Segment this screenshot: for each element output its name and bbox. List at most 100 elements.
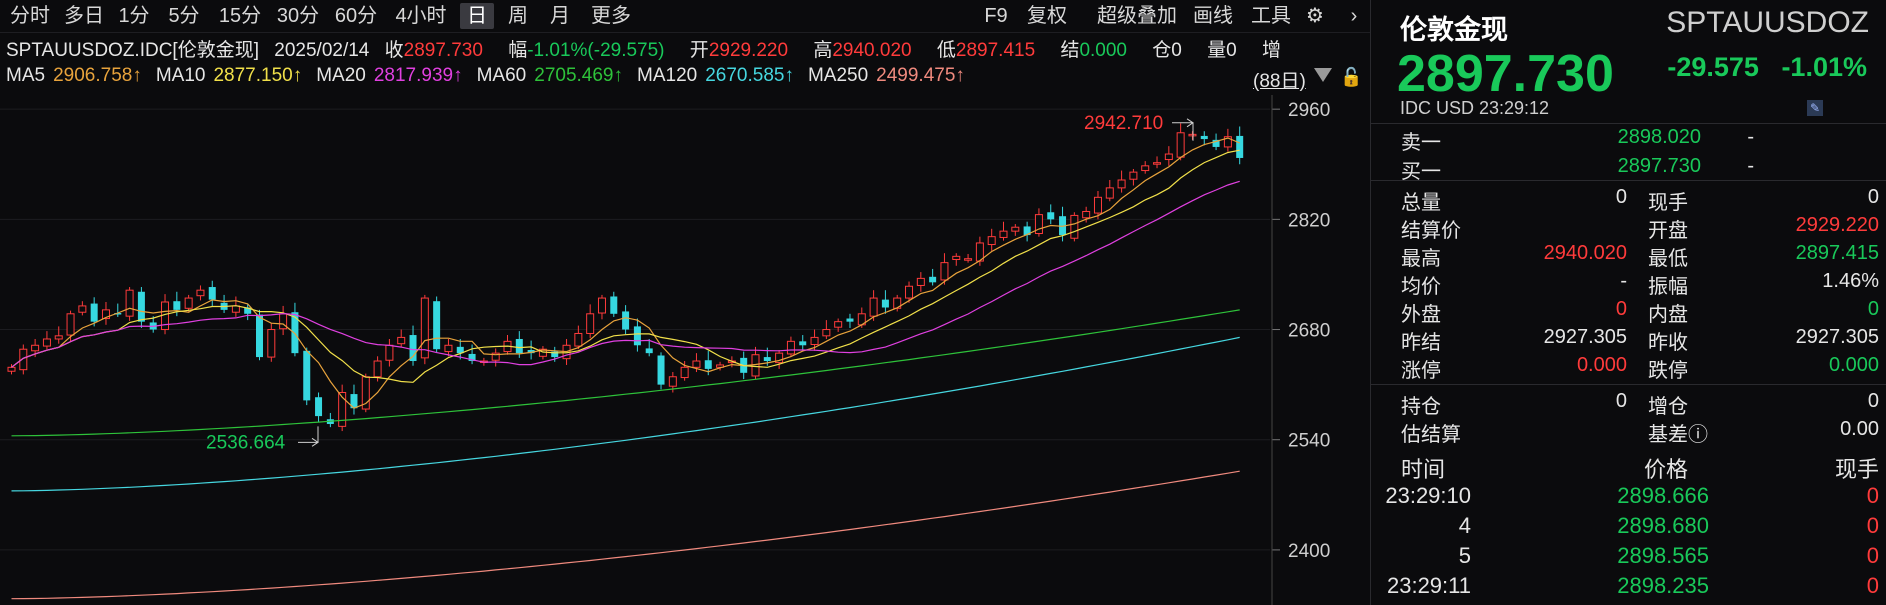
tool-3[interactable]: 画线: [1193, 5, 1233, 27]
candle: [291, 302, 299, 357]
days-selector[interactable]: (88日): [1253, 71, 1306, 92]
tool-0[interactable]: F9: [984, 5, 1008, 27]
tool-1[interactable]: 复权: [1027, 5, 1067, 27]
candle: [137, 287, 145, 328]
low-arrow: [298, 426, 319, 447]
stat-value: 0: [1615, 390, 1627, 412]
stat-row: 均价 - 振幅 1.46%: [1371, 270, 1886, 298]
period-3[interactable]: 5分: [168, 5, 200, 27]
gear-icon[interactable]: ⚙: [1306, 5, 1324, 27]
candle: [680, 361, 689, 381]
ma-label: MA10: [155, 65, 206, 86]
stat-value: 0: [1615, 186, 1627, 208]
ma-label: MA60: [476, 65, 527, 86]
stat-label: 开盘: [1648, 220, 1688, 242]
candle: [1034, 208, 1043, 237]
period-7[interactable]: 4小时: [395, 5, 447, 27]
candle: [1070, 212, 1079, 242]
trade-time: 5: [1458, 543, 1471, 568]
high-label: 高: [813, 40, 833, 61]
stat-label: 外盘: [1401, 304, 1441, 326]
stat-label: 结算价: [1401, 220, 1461, 242]
period-4[interactable]: 15分: [218, 5, 262, 27]
candle: [361, 373, 370, 413]
chevron-right-icon[interactable]: ›: [1350, 5, 1358, 27]
days-dropdown-icon[interactable]: [1314, 68, 1332, 82]
period-0[interactable]: 分时: [10, 5, 50, 27]
ma-value: 2906.758↑: [53, 65, 142, 86]
stat-value: 1.46%: [1822, 270, 1879, 292]
bidask-vol: -: [1747, 126, 1754, 148]
inc-label: 增: [1262, 40, 1282, 61]
trade-price: 2898.666: [1617, 483, 1709, 508]
date-label: 2025/02/14: [274, 40, 370, 61]
stat-label: 内盘: [1648, 304, 1688, 326]
period-6[interactable]: 60分: [334, 5, 378, 27]
tool-2[interactable]: 超级叠加: [1097, 5, 1177, 27]
instrument-code: SPTAUUSDOZ: [1666, 6, 1869, 39]
tool-4[interactable]: 工具: [1251, 5, 1291, 27]
symbol-label: SPTAUUSDOZ.IDC[伦敦金现]: [6, 40, 259, 61]
period-9[interactable]: 周: [508, 5, 528, 27]
open-value: 2929.220: [708, 40, 789, 61]
stat-row: 外盘 0 内盘 0: [1371, 298, 1886, 326]
settle-label: 结: [1060, 40, 1080, 61]
period-8[interactable]: 日: [460, 3, 494, 29]
candle: [964, 253, 973, 263]
candlestick-chart[interactable]: 2960 2820 2680 2540 2400 2942.710 2536.664: [0, 95, 1370, 605]
lock-icon[interactable]: 🔓: [1340, 67, 1363, 87]
amp-label: 幅: [508, 40, 528, 61]
trade-vol: 0: [1866, 513, 1879, 538]
stat-value: 2927.305: [1543, 326, 1627, 348]
change-amount: -29.575: [1667, 52, 1759, 82]
candle: [1093, 191, 1102, 220]
ma-item-4: MA120 2670.585↑: [637, 65, 794, 86]
candle: [574, 325, 583, 350]
candle: [503, 335, 512, 355]
ma-item-5: MA250 2499.475↑: [808, 65, 965, 86]
candle: [184, 294, 193, 312]
stat-value: 0: [1867, 298, 1879, 320]
change-values: -29.575 -1.01%: [1667, 52, 1867, 83]
stat-label: 现手: [1648, 192, 1688, 214]
candle: [315, 392, 323, 423]
candle: [19, 344, 28, 375]
bidask-row: 买一 2897.730 -: [1371, 155, 1886, 183]
candle: [7, 364, 16, 375]
period-1[interactable]: 多日: [64, 5, 104, 27]
period-10[interactable]: 月: [550, 5, 570, 27]
candle: [385, 338, 394, 367]
candle: [586, 304, 595, 339]
trades-header-price: 价格: [1644, 457, 1689, 482]
candle: [999, 221, 1008, 241]
candle: [90, 297, 98, 327]
stat-value: 0.000: [1828, 354, 1879, 376]
bidask-label: 卖一: [1401, 132, 1441, 154]
ma-item-0: MA5 2906.758↑: [6, 65, 142, 86]
trade-time: 4: [1458, 513, 1471, 538]
ma-value: 2877.150↑: [213, 65, 303, 86]
edit-icon[interactable]: ✎: [1807, 100, 1823, 116]
candle: [645, 338, 653, 357]
stat-label: 最高: [1401, 248, 1441, 270]
period-toolbar: 分时 多日 1分 5分 15分 30分 60分 4小时日周月更多 F9 复权 超级叠加 画线 工具 ⚙ ›: [0, 0, 1370, 33]
amp-value: -1.01%(-29.575): [527, 40, 665, 61]
candle: [657, 352, 665, 390]
candle: [114, 303, 122, 317]
ma-label: MA20: [316, 65, 366, 86]
last-price: 2897.730: [1397, 45, 1614, 103]
stat-value: 2929.220: [1795, 214, 1879, 236]
stat-row: 持仓 0 增仓 0: [1371, 390, 1886, 418]
period-11[interactable]: 更多: [591, 5, 631, 27]
stat-label: 持仓: [1401, 396, 1441, 418]
candle: [350, 384, 358, 415]
candle: [125, 287, 134, 321]
candle: [846, 313, 854, 328]
vol-label: 量: [1207, 40, 1227, 61]
candle: [1236, 126, 1244, 165]
candle: [1023, 221, 1031, 242]
period-2[interactable]: 1分: [118, 5, 150, 27]
candle: [834, 318, 843, 332]
period-5[interactable]: 30分: [276, 5, 320, 27]
candle: [1164, 146, 1173, 166]
